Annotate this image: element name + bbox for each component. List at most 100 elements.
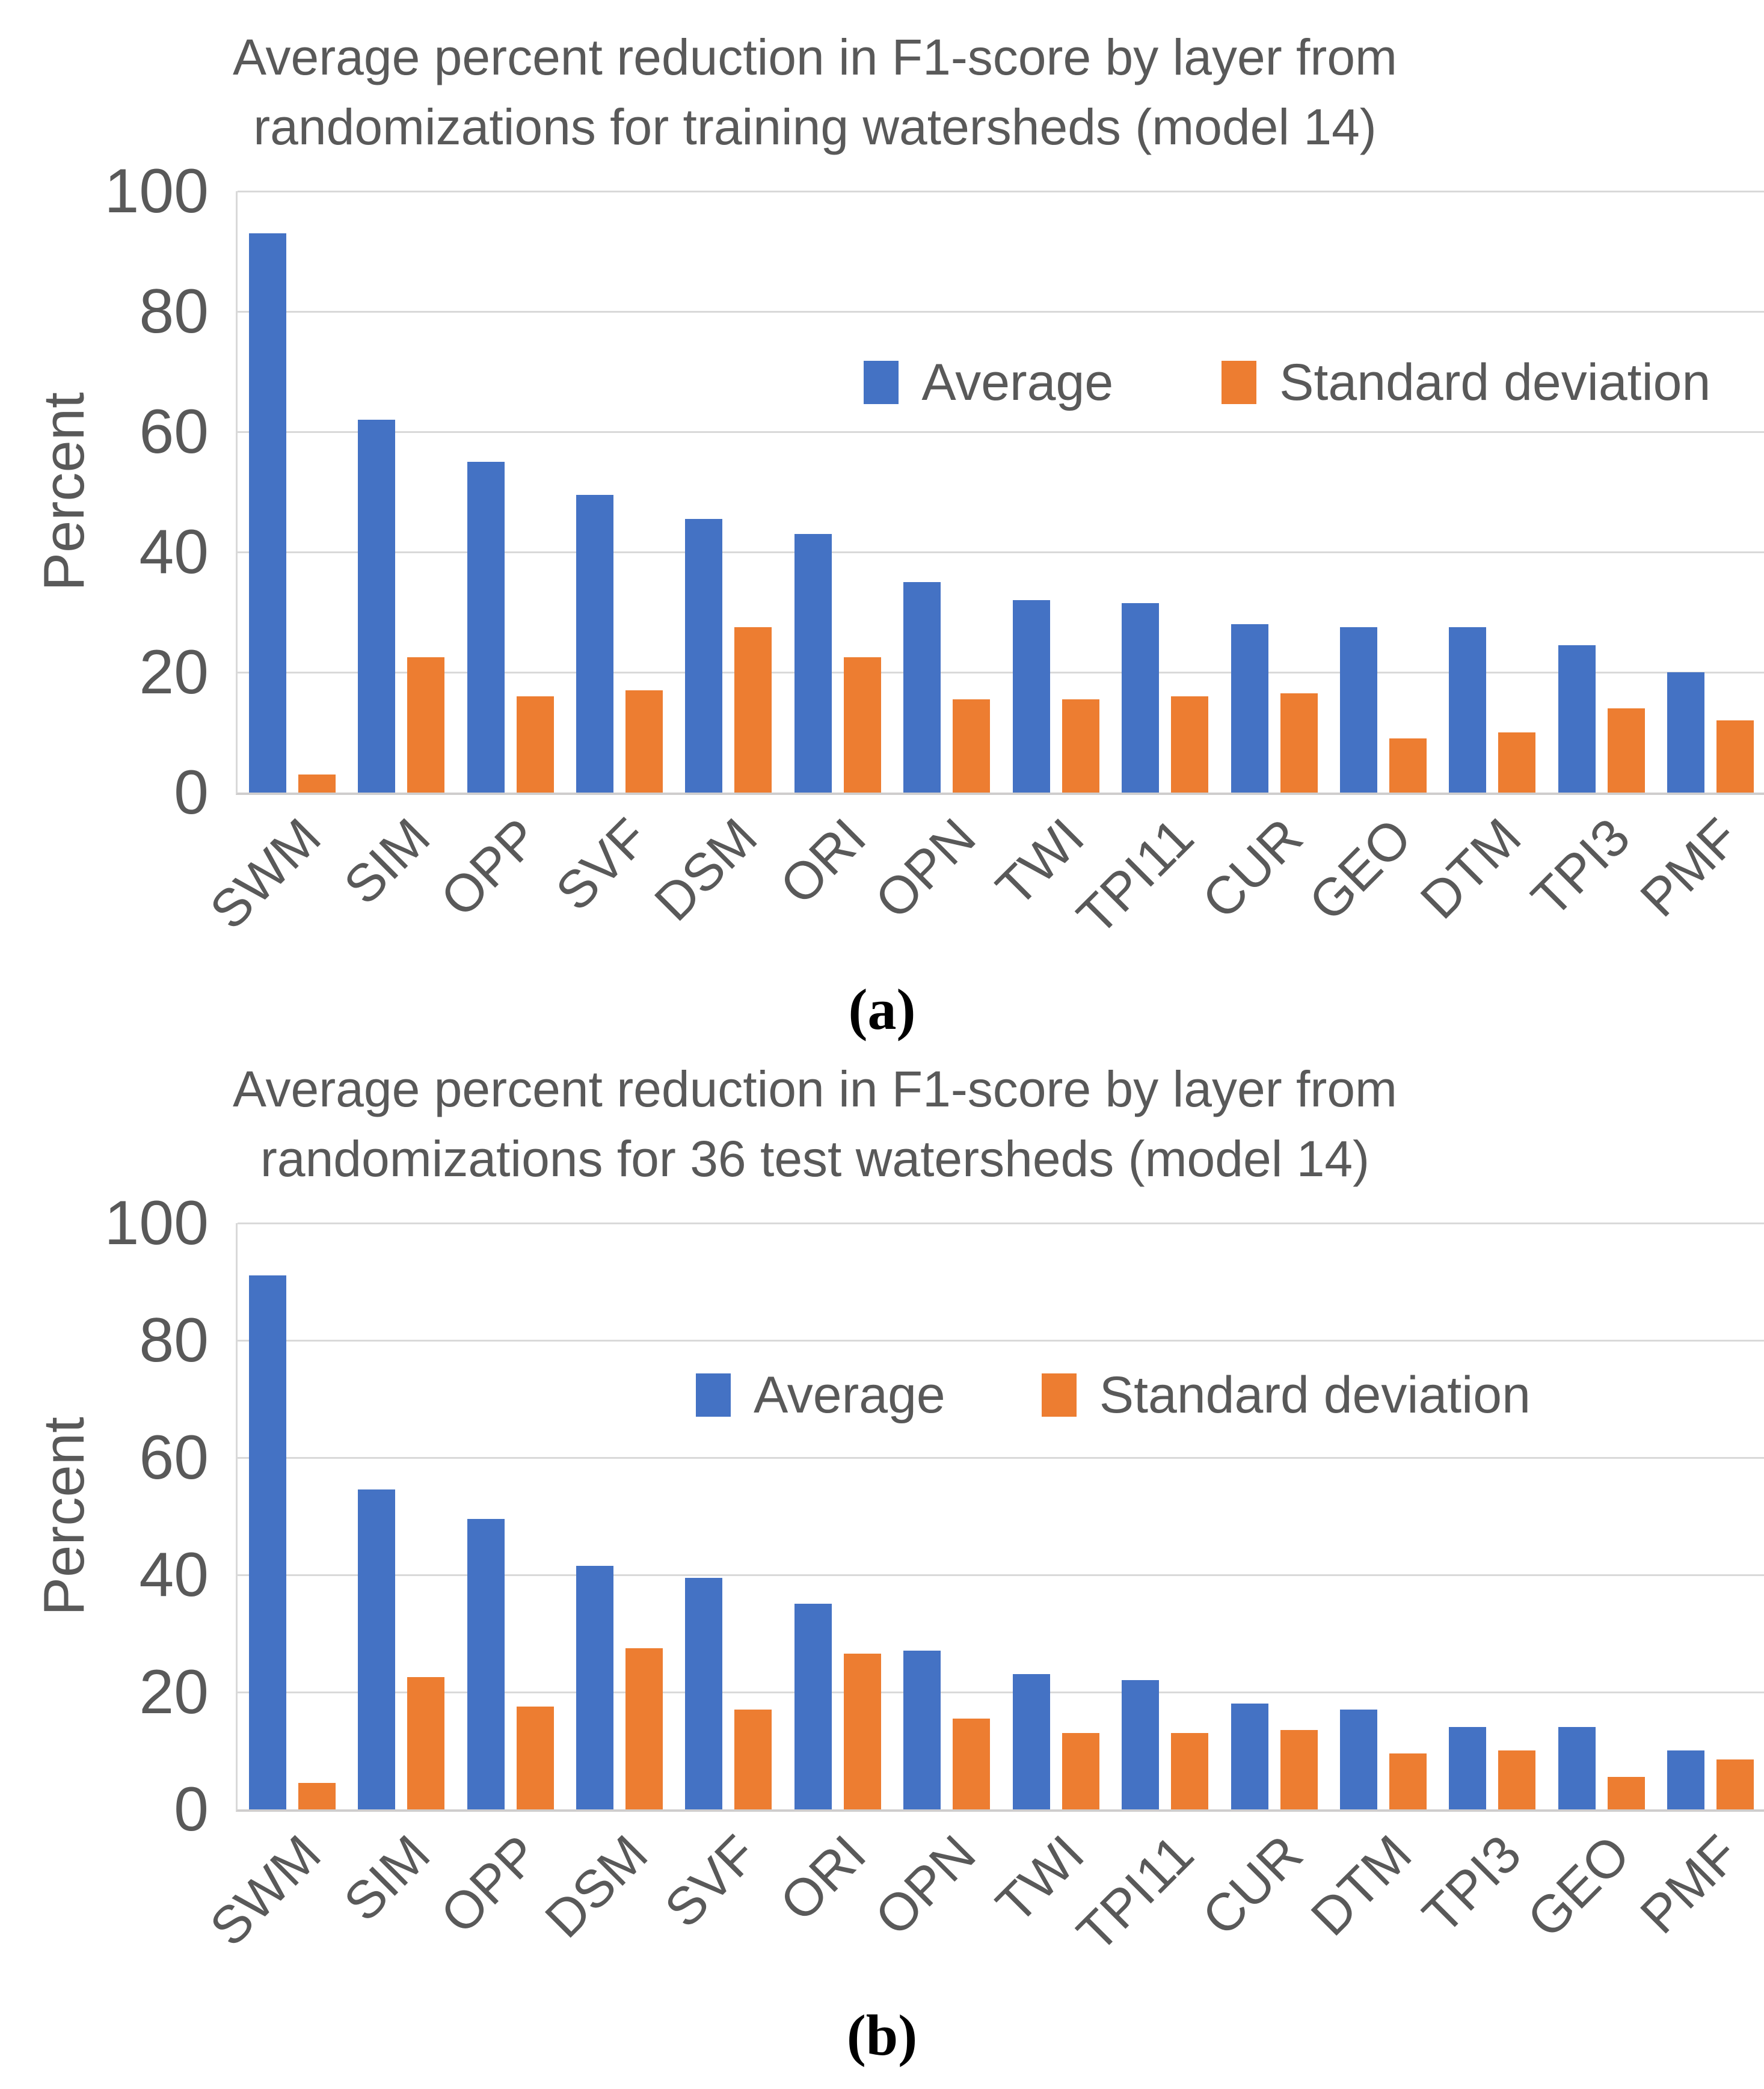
chart-b-plot-area: Average Standard deviation 0 20 40 60 80 100 SW…	[104, 1192, 1764, 1963]
bar-groups: SWM SIM OPP SVF DSM ORI OPN TWI TPI11 CUR GEO DTM TP…	[198, 191, 1764, 946]
bar-standard-deviation-OPN	[953, 1718, 991, 1809]
bar-standard-deviation-SWM	[298, 774, 336, 793]
bar-group-DTM: DTM	[1300, 1223, 1437, 1946]
legend-item-standard-deviation: Standard deviation	[1041, 1369, 1531, 1421]
bar-average-DSM	[576, 1566, 613, 1809]
y-tick-label-0: 0	[174, 1774, 209, 1844]
bar-average-TPI3	[1449, 1727, 1487, 1809]
bar-average-CUR	[1231, 1704, 1268, 1809]
bar-standard-deviation-GEO	[1389, 738, 1427, 793]
y-tick-label-60: 60	[139, 396, 209, 467]
chart-a: Average percent reduction in F1-score by…	[0, 23, 1764, 1043]
chart-b-plot-column: Average Standard deviation 0 20 40 60 80 100 SW…	[104, 1192, 1764, 1963]
bar-group-TPI3: TPI3	[1411, 1223, 1547, 1945]
bar-group-SVF: SVF	[544, 191, 674, 922]
gridline-100	[238, 190, 1764, 192]
bar-groups: SWM SIM OPP DSM SVF ORI OPN TWI TPI11 CUR DTM TPI3 G…	[198, 1223, 1764, 1963]
bar-standard-deviation-SIM	[407, 657, 445, 793]
bar-average-TWI	[1012, 600, 1050, 793]
bar-average-DTM	[1339, 1709, 1377, 1809]
chart-a-plot-area: Average Standard deviation 0 20 40 60 80 100 SW…	[104, 160, 1764, 946]
chart-a-plot-column: Average Standard deviation 0 20 40 60 80 100 SW…	[104, 160, 1764, 946]
bar-average-TPI11	[1122, 603, 1160, 793]
bar-group-ORI: ORI	[769, 191, 892, 915]
bar-standard-deviation-SWM	[298, 1782, 336, 1809]
bar-average-DTM	[1449, 627, 1487, 793]
gridline-40	[238, 551, 1764, 553]
y-tick-label-100: 100	[104, 1188, 209, 1258]
chart-a-y-axis-label: Percent	[32, 392, 96, 592]
bar-average-OPN	[903, 1651, 941, 1809]
y-tick-label-60: 60	[139, 1422, 209, 1492]
bar-standard-deviation-TWI	[1062, 699, 1099, 793]
bar-group-SVF: SVF	[653, 1223, 783, 1938]
chart-a-title-line1: Average percent reduction in F1-score by…	[232, 29, 1398, 85]
chart-b-y-axis-label: Percent	[32, 1416, 96, 1616]
gridline-80	[238, 1339, 1764, 1342]
bar-standard-deviation-TPI3	[1498, 1750, 1536, 1809]
bar-standard-deviation-CUR	[1280, 1730, 1318, 1809]
bar-group-PMF: PMF	[1629, 191, 1764, 928]
bar-standard-deviation-TPI11	[1171, 1732, 1209, 1809]
bar-average-TWI	[1012, 1674, 1050, 1809]
bar-standard-deviation-OPN	[953, 699, 991, 793]
chart-a-title-line2: randomizations for training watersheds (…	[253, 98, 1377, 155]
bar-standard-deviation-OPP	[516, 1707, 554, 1809]
legend-swatch-average	[864, 360, 899, 404]
y-tick-label-100: 100	[104, 156, 209, 226]
bar-group-TWI: TWI	[985, 1223, 1110, 1934]
chart-a-title: Average percent reduction in F1-score by…	[78, 23, 1552, 162]
bar-group-OPP: OPP	[429, 1223, 565, 1945]
bar-average-TPI3	[1558, 645, 1596, 793]
gridline-100	[238, 1222, 1764, 1224]
bar-average-PMF	[1667, 1750, 1705, 1809]
bar-standard-deviation-DSM	[734, 627, 772, 793]
bar-standard-deviation-DTM	[1498, 732, 1536, 793]
bar-average-OPP	[467, 461, 505, 793]
gridline-20	[238, 671, 1764, 673]
bar-average-PMF	[1667, 672, 1705, 793]
bar-standard-deviation-ORI	[843, 1654, 881, 1809]
bar-group-DTM: DTM	[1409, 191, 1547, 930]
bar-average-SIM	[358, 1489, 396, 1809]
bar-group-ORI: ORI	[769, 1223, 892, 1932]
legend-item-average: Average	[864, 357, 1113, 408]
bar-standard-deviation-TPI11	[1171, 696, 1209, 793]
bar-group-OPP: OPP	[429, 191, 565, 928]
bar-group-SWM: SWM	[198, 1223, 346, 1957]
gridline-20	[238, 1691, 1764, 1693]
bar-average-OPN	[903, 581, 941, 793]
bar-standard-deviation-SVF	[734, 1709, 772, 1809]
legend-label-standard-deviation: Standard deviation	[1279, 353, 1711, 411]
bar-standard-deviation-GEO	[1607, 1777, 1645, 1809]
bar-standard-deviation-ORI	[843, 657, 881, 793]
gridline-60	[238, 1456, 1764, 1459]
y-tick-label-20: 20	[139, 1657, 209, 1727]
legend-label-average: Average	[921, 353, 1114, 411]
bar-average-SVF	[576, 494, 613, 793]
chart-b-legend: Average Standard deviation	[696, 1369, 1531, 1421]
chart-b: Average percent reduction in F1-score by…	[0, 1055, 1764, 2069]
gridline-80	[238, 310, 1764, 313]
bar-group-GEO: GEO	[1516, 1223, 1656, 1949]
bar-group-DSM: DSM	[643, 191, 783, 932]
bar-group-PMF: PMF	[1629, 1223, 1764, 1945]
chart-b-title-line2: randomizations for 36 test watersheds (m…	[260, 1130, 1370, 1187]
bar-group-OPN: OPN	[863, 1223, 1001, 1946]
legend-swatch-standard-deviation	[1041, 1373, 1077, 1417]
legend-swatch-standard-deviation	[1222, 360, 1257, 404]
bar-group-CUR: CUR	[1190, 191, 1329, 930]
bar-group-TPI11: TPI11	[1065, 1223, 1219, 1963]
chart-b-title-line1: Average percent reduction in F1-score by…	[232, 1060, 1398, 1117]
bar-standard-deviation-PMF	[1716, 720, 1754, 793]
bar-group-TPI11: TPI11	[1065, 191, 1219, 946]
bar-standard-deviation-SIM	[407, 1677, 445, 1809]
bar-group-SIM: SIM	[332, 191, 455, 915]
bar-standard-deviation-PMF	[1716, 1759, 1754, 1809]
bar-average-SVF	[685, 1577, 723, 1809]
legend-swatch-average	[696, 1373, 731, 1417]
bar-standard-deviation-TWI	[1062, 1732, 1099, 1809]
gridline-40	[238, 1574, 1764, 1576]
bar-average-CUR	[1231, 624, 1268, 793]
